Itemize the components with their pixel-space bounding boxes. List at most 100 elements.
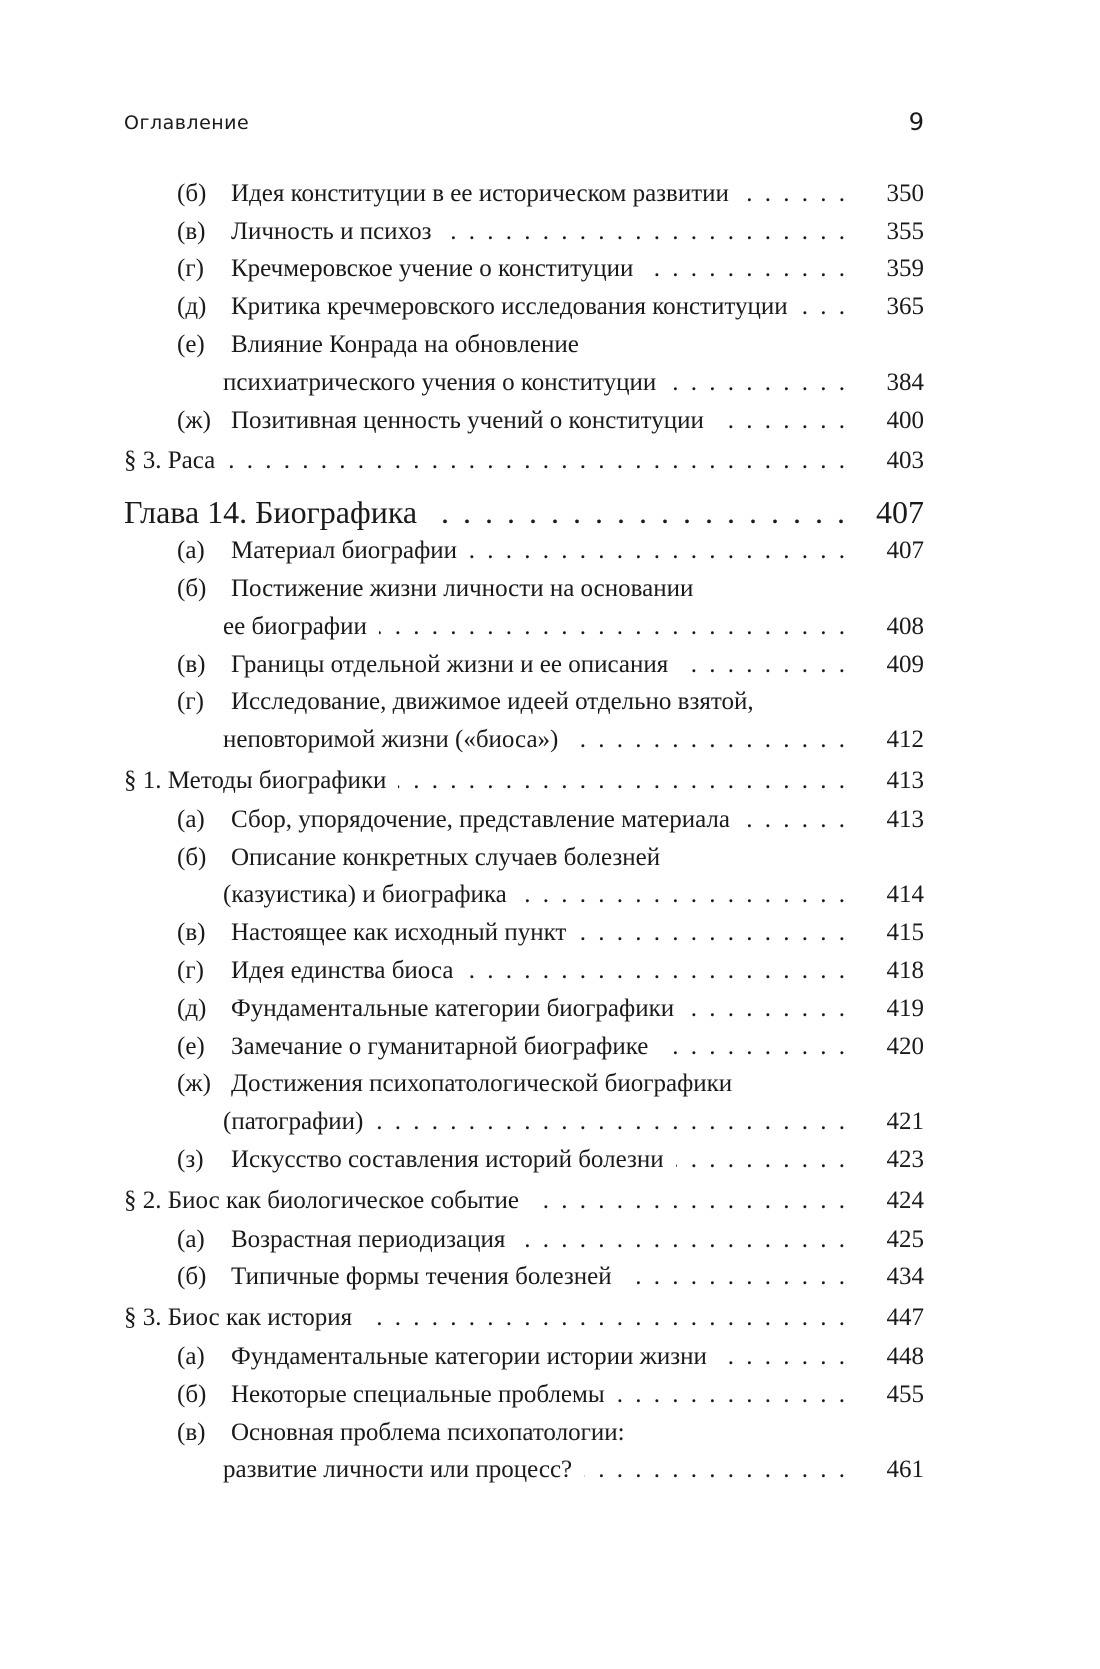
toc-entry-sub[interactable]: (а) Материал биографии . . . . . . . . . …	[124, 532, 924, 570]
dot-leader: . . . . . . . . . . . . . . . . . . . . …	[719, 1343, 848, 1370]
dot-leader: . . . . . . . . . . . . . . . . . . . . …	[800, 293, 848, 321]
entry-page-number: 365	[886, 293, 925, 321]
toc-entry-sub[interactable]: (б) Некоторые специальные проблемы . . . …	[124, 1376, 924, 1414]
dot-leader: . . . . . . . . . . . . . . . . . . . . …	[531, 1186, 848, 1214]
entry-title: Возрастная периодизация	[231, 1225, 506, 1253]
toc-line: (а) Фундаментальные категории истории жиз…	[124, 1338, 924, 1376]
entry-page-number: 407	[886, 537, 925, 565]
entry-page-number: 412	[886, 726, 925, 754]
entry-title: Кречмеровское учение о конституции	[231, 255, 634, 283]
toc-entry-sub[interactable]: (б) Типичные формы течения болезней . . .…	[124, 1259, 924, 1297]
dot-leader: . . . . . . . . . . . . . . . . . . . . …	[645, 255, 848, 283]
toc-line: (б) Постижение жизни личности на основани…	[124, 570, 924, 608]
toc-line: (з) Искусство составления историй болезни…	[124, 1141, 924, 1179]
toc-entry-section[interactable]: § 2. Биос как биологическое событие . . …	[124, 1182, 924, 1220]
toc-line: § 3. Раса . . . . . . . . . . . . . . . …	[124, 443, 924, 481]
toc-entry-sub[interactable]: (б) Идея конституции в ее историческом ра…	[124, 175, 924, 213]
toc-entry-sub[interactable]: (д) Фундаментальные категории биографики …	[124, 990, 924, 1028]
toc-entry-sub[interactable]: (е) Влияние Конрада на обновление психиатр…	[124, 326, 924, 402]
toc-entry-sub[interactable]: (в) Основная проблема психопатологии: разв…	[124, 1414, 924, 1490]
dot-leader: . . . . . . . . . . . . . . . . . . . . …	[742, 805, 848, 833]
entry-title: Границы отдельной жизни и ее описания	[231, 650, 669, 678]
entry-prefix: (а)	[177, 1225, 205, 1253]
toc-line: (в) Границы отдельной жизни и ее описания…	[124, 646, 924, 684]
dot-leader: . . . . . . . . . . . . . . . . . . . . …	[686, 994, 848, 1022]
entry-page-number: 420	[886, 1032, 925, 1060]
entry-title: Замечание о гуманитарной биографике	[231, 1032, 649, 1060]
toc-entry-sub[interactable]: (ж) Достижения психопатологической биогра…	[124, 1066, 924, 1142]
toc-entry-section[interactable]: § 3. Раса . . . . . . . . . . . . . . . …	[124, 443, 924, 481]
toc-line: (а) Возрастная периодизация . . . . . . .…	[124, 1221, 924, 1259]
entry-prefix: (в)	[177, 1418, 206, 1446]
toc-line: (д) Критика кречмеровского исследования к…	[124, 288, 924, 326]
entry-prefix: (е)	[177, 331, 205, 359]
toc-entry-sub[interactable]: (в) Границы отдельной жизни и ее описания…	[124, 646, 924, 684]
entry-page-number: 403	[886, 447, 925, 475]
toc-entry-sub[interactable]: (ж) Позитивная ценность учений о конститу…	[124, 402, 924, 440]
entry-page-number: 407	[876, 493, 924, 530]
entry-prefix: (в)	[177, 650, 206, 678]
toc-line: (б) Описание конкретных случаев болезней	[124, 839, 924, 877]
entry-page-number: 455	[886, 1380, 925, 1408]
entry-page-number: 414	[886, 881, 925, 909]
entry-page-number: 434	[886, 1263, 925, 1291]
toc-entry-sub[interactable]: (в) Настоящее как исходный пункт . . . . …	[124, 914, 924, 952]
dot-leader: . . . . . . . . . . . . . . . . . . . . …	[716, 406, 848, 434]
toc-entry-sub[interactable]: (б) Описание конкретных случаев болезней (…	[124, 839, 924, 915]
toc-line: (в) Личность и психоз . . . . . . . . . .…	[124, 213, 924, 251]
entry-page-number: 461	[886, 1456, 925, 1484]
dot-leader: . . . . . . . . . . . . . . . . . . . . …	[465, 957, 848, 985]
entry-prefix: (з)	[177, 1146, 204, 1174]
entry-page-number: 421	[886, 1108, 925, 1136]
entry-title: Постижение жизни личности на основании	[231, 575, 694, 603]
toc-entry-section[interactable]: § 3. Биос как история . . . . . . . . . …	[124, 1299, 924, 1337]
toc-line: (г) Кречмеровское учение о конституции . …	[124, 251, 924, 289]
entry-prefix: (ж)	[177, 406, 211, 434]
dot-leader: . . . . . . . . . . . . . . . . . . . . …	[616, 1380, 848, 1408]
entry-title: Описание конкретных случаев болезней	[231, 843, 661, 871]
toc-entry-chapter[interactable]: Глава 14. Биографика . . . . . . . . . .…	[124, 492, 924, 532]
toc-entry-sub[interactable]: (г) Кречмеровское учение о конституции . …	[124, 251, 924, 289]
toc-entry-sub[interactable]: (а) Сбор, упорядочение, представление мат…	[124, 801, 924, 839]
toc-line: (патографии) . . . . . . . . . . . . . .…	[124, 1103, 924, 1141]
toc-line: § 3. Биос как история . . . . . . . . . …	[124, 1299, 924, 1337]
dot-leader: . . . . . . . . . . . . . . . . . . . . …	[578, 919, 848, 947]
entry-prefix: (г)	[177, 957, 204, 985]
toc-entry-sub[interactable]: (г) Исследование, движимое идеей отдельно…	[124, 684, 924, 760]
entry-title: Идея конституции в ее историческом разви…	[231, 179, 729, 207]
dot-leader: . . . . . . . . . . . . . . . . . . . . …	[398, 767, 848, 795]
entry-title: Глава 14. Биографика	[124, 493, 418, 530]
entry-title: ее биографии	[223, 612, 367, 640]
toc-entry-sub[interactable]: (в) Личность и психоз . . . . . . . . . .…	[124, 213, 924, 251]
toc-entry-sub[interactable]: (а) Возрастная периодизация . . . . . . .…	[124, 1221, 924, 1259]
toc-entry-sub[interactable]: (г) Идея единства биоса . . . . . . . . .…	[124, 952, 924, 990]
dot-leader: . . . . . . . . . . . . . . . . . . . . …	[584, 1456, 848, 1484]
toc-line: (г) Идея единства биоса . . . . . . . . .…	[124, 952, 924, 990]
entry-title: Достижения психопатологической биографик…	[231, 1070, 733, 1098]
toc-entry-sub[interactable]: (б) Постижение жизни личности на основани…	[124, 570, 924, 646]
dot-leader: . . . . . . . . . . . . . . . . . . . . …	[741, 179, 848, 207]
entry-page-number: 424	[886, 1186, 925, 1214]
dot-leader: . . . . . . . . . . . . . . . . . . . . …	[429, 493, 848, 530]
entry-title: Некоторые специальные проблемы	[231, 1380, 605, 1408]
toc-entry-sub[interactable]: (д) Критика кречмеровского исследования к…	[124, 288, 924, 326]
toc-line: (в) Настоящее как исходный пункт . . . . …	[124, 914, 924, 952]
toc-line: (г) Исследование, движимое идеей отдельно…	[124, 684, 924, 722]
dot-leader: . . . . . . . . . . . . . . . . . . . . …	[668, 368, 848, 396]
dot-leader: . . . . . . . . . . . . . . . . . . . . …	[444, 217, 848, 245]
entry-page-number: 418	[886, 957, 925, 985]
entry-page-number: 448	[886, 1343, 925, 1370]
toc-entry-sub[interactable]: (з) Искусство составления историй болезни…	[124, 1141, 924, 1179]
entry-prefix: (а)	[177, 537, 205, 565]
entry-prefix: (а)	[177, 805, 205, 833]
toc-line: ее биографии . . . . . . . . . . . . . .…	[124, 608, 924, 646]
toc-entry-section[interactable]: § 1. Методы биографики . . . . . . . . .…	[124, 762, 924, 800]
entry-prefix: (г)	[177, 688, 204, 716]
toc-line: Глава 14. Биографика . . . . . . . . . .…	[124, 492, 924, 532]
toc-entry-sub[interactable]: (а) Фундаментальные категории истории жиз…	[124, 1338, 924, 1376]
entry-title: (казуистика) и биографика	[223, 881, 507, 909]
toc-entry-sub[interactable]: (е) Замечание о гуманитарной биографике .…	[124, 1028, 924, 1066]
toc-line: (в) Основная проблема психопатологии:	[124, 1414, 924, 1452]
dot-leader: . . . . . . . . . . . . . . . . . . . . …	[379, 612, 848, 640]
entry-prefix: (е)	[177, 1032, 205, 1060]
